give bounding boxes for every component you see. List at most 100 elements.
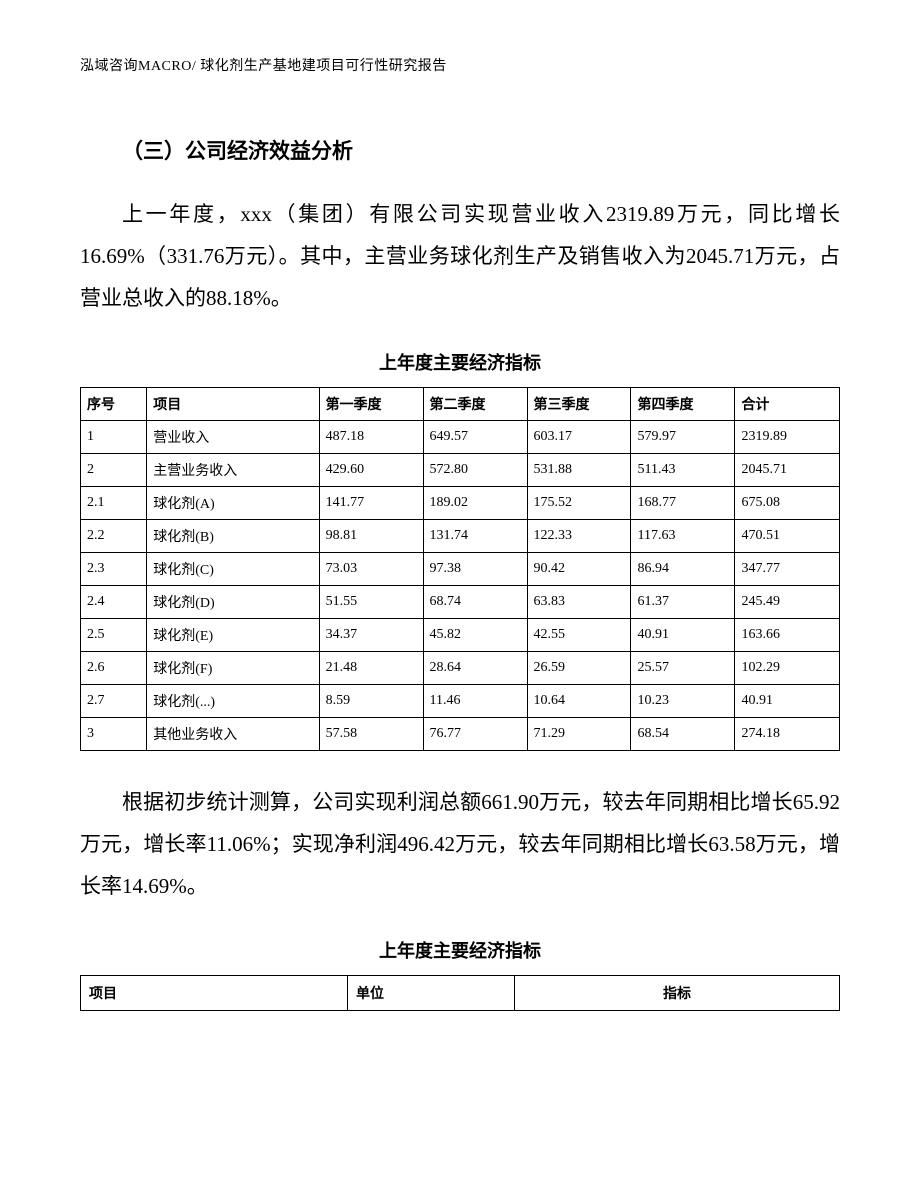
table-cell: 球化剂(D) (147, 586, 319, 619)
table-cell: 86.94 (631, 553, 735, 586)
table-cell: 572.80 (423, 454, 527, 487)
table-row: 2.6球化剂(F)21.4828.6426.5925.57102.29 (81, 652, 840, 685)
table-row: 2.5球化剂(E)34.3745.8242.5540.91163.66 (81, 619, 840, 652)
table-header-row: 项目 单位 指标 (81, 976, 840, 1011)
col-header: 序号 (81, 388, 147, 421)
table-cell: 117.63 (631, 520, 735, 553)
table-cell: 73.03 (319, 553, 423, 586)
table-cell: 2.3 (81, 553, 147, 586)
table-cell: 102.29 (735, 652, 840, 685)
table-cell: 球化剂(A) (147, 487, 319, 520)
table-cell: 189.02 (423, 487, 527, 520)
table-cell: 429.60 (319, 454, 423, 487)
indicators-summary-table: 项目 单位 指标 (80, 975, 840, 1011)
table-cell: 175.52 (527, 487, 631, 520)
table-cell: 603.17 (527, 421, 631, 454)
page-header: 泓域咨询MACRO/ 球化剂生产基地建项目可行性研究报告 (80, 55, 840, 75)
table-cell: 141.77 (319, 487, 423, 520)
table2-caption: 上年度主要经济指标 (80, 937, 840, 963)
table-cell: 3 (81, 718, 147, 751)
table-cell: 51.55 (319, 586, 423, 619)
paragraph-2: 根据初步统计测算，公司实现利润总额661.90万元，较去年同期相比增长65.92… (80, 781, 840, 907)
table-row: 2.7球化剂(...)8.5911.4610.6410.2340.91 (81, 685, 840, 718)
table-cell: 2045.71 (735, 454, 840, 487)
table-cell: 40.91 (631, 619, 735, 652)
table-cell: 579.97 (631, 421, 735, 454)
table-cell: 球化剂(E) (147, 619, 319, 652)
table-cell: 487.18 (319, 421, 423, 454)
table-cell: 649.57 (423, 421, 527, 454)
table-cell: 2.2 (81, 520, 147, 553)
table-cell: 2.6 (81, 652, 147, 685)
table-cell: 球化剂(B) (147, 520, 319, 553)
table1-caption: 上年度主要经济指标 (80, 349, 840, 375)
table-cell: 470.51 (735, 520, 840, 553)
col-header: 第一季度 (319, 388, 423, 421)
table-cell: 245.49 (735, 586, 840, 619)
table-cell: 531.88 (527, 454, 631, 487)
table-cell: 2.7 (81, 685, 147, 718)
col-header: 指标 (515, 976, 840, 1011)
table-cell: 63.83 (527, 586, 631, 619)
table1-body: 1营业收入487.18649.57603.17579.972319.892主营业… (81, 421, 840, 751)
document-page: 泓域咨询MACRO/ 球化剂生产基地建项目可行性研究报告 （三）公司经济效益分析… (0, 0, 920, 1191)
table-cell: 34.37 (319, 619, 423, 652)
table-cell: 2.4 (81, 586, 147, 619)
table-cell: 76.77 (423, 718, 527, 751)
table-cell: 71.29 (527, 718, 631, 751)
table-cell: 45.82 (423, 619, 527, 652)
table-cell: 68.54 (631, 718, 735, 751)
table-cell: 11.46 (423, 685, 527, 718)
economic-indicators-table: 序号 项目 第一季度 第二季度 第三季度 第四季度 合计 1营业收入487.18… (80, 387, 840, 751)
table-header-row: 序号 项目 第一季度 第二季度 第三季度 第四季度 合计 (81, 388, 840, 421)
table-cell: 25.57 (631, 652, 735, 685)
table-cell: 营业收入 (147, 421, 319, 454)
col-header: 单位 (348, 976, 515, 1011)
col-header: 第二季度 (423, 388, 527, 421)
col-header: 项目 (81, 976, 348, 1011)
table-cell: 10.23 (631, 685, 735, 718)
table-cell: 2.5 (81, 619, 147, 652)
table-cell: 98.81 (319, 520, 423, 553)
table-cell: 球化剂(...) (147, 685, 319, 718)
table-cell: 347.77 (735, 553, 840, 586)
table-cell: 40.91 (735, 685, 840, 718)
table-cell: 1 (81, 421, 147, 454)
table-cell: 10.64 (527, 685, 631, 718)
table-cell: 2319.89 (735, 421, 840, 454)
table-cell: 274.18 (735, 718, 840, 751)
table-cell: 8.59 (319, 685, 423, 718)
table-cell: 511.43 (631, 454, 735, 487)
table-cell: 675.08 (735, 487, 840, 520)
table-cell: 主营业务收入 (147, 454, 319, 487)
table-row: 2.1球化剂(A)141.77189.02175.52168.77675.08 (81, 487, 840, 520)
table-cell: 球化剂(F) (147, 652, 319, 685)
table-cell: 42.55 (527, 619, 631, 652)
table-row: 2.2球化剂(B)98.81131.74122.33117.63470.51 (81, 520, 840, 553)
table-cell: 球化剂(C) (147, 553, 319, 586)
table-row: 2主营业务收入429.60572.80531.88511.432045.71 (81, 454, 840, 487)
table-cell: 163.66 (735, 619, 840, 652)
table-cell: 61.37 (631, 586, 735, 619)
table-cell: 26.59 (527, 652, 631, 685)
table-cell: 28.64 (423, 652, 527, 685)
col-header: 第四季度 (631, 388, 735, 421)
table-cell: 168.77 (631, 487, 735, 520)
col-header: 第三季度 (527, 388, 631, 421)
table-cell: 2.1 (81, 487, 147, 520)
col-header: 合计 (735, 388, 840, 421)
table-cell: 131.74 (423, 520, 527, 553)
table-cell: 21.48 (319, 652, 423, 685)
table-cell: 2 (81, 454, 147, 487)
table-row: 2.3球化剂(C)73.0397.3890.4286.94347.77 (81, 553, 840, 586)
col-header: 项目 (147, 388, 319, 421)
table-row: 1营业收入487.18649.57603.17579.972319.89 (81, 421, 840, 454)
table-cell: 其他业务收入 (147, 718, 319, 751)
table-row: 3其他业务收入57.5876.7771.2968.54274.18 (81, 718, 840, 751)
section-title: （三）公司经济效益分析 (80, 135, 840, 165)
table-cell: 57.58 (319, 718, 423, 751)
table-cell: 97.38 (423, 553, 527, 586)
table-cell: 68.74 (423, 586, 527, 619)
table-cell: 90.42 (527, 553, 631, 586)
paragraph-1: 上一年度，xxx（集团）有限公司实现营业收入2319.89万元，同比增长16.6… (80, 193, 840, 319)
